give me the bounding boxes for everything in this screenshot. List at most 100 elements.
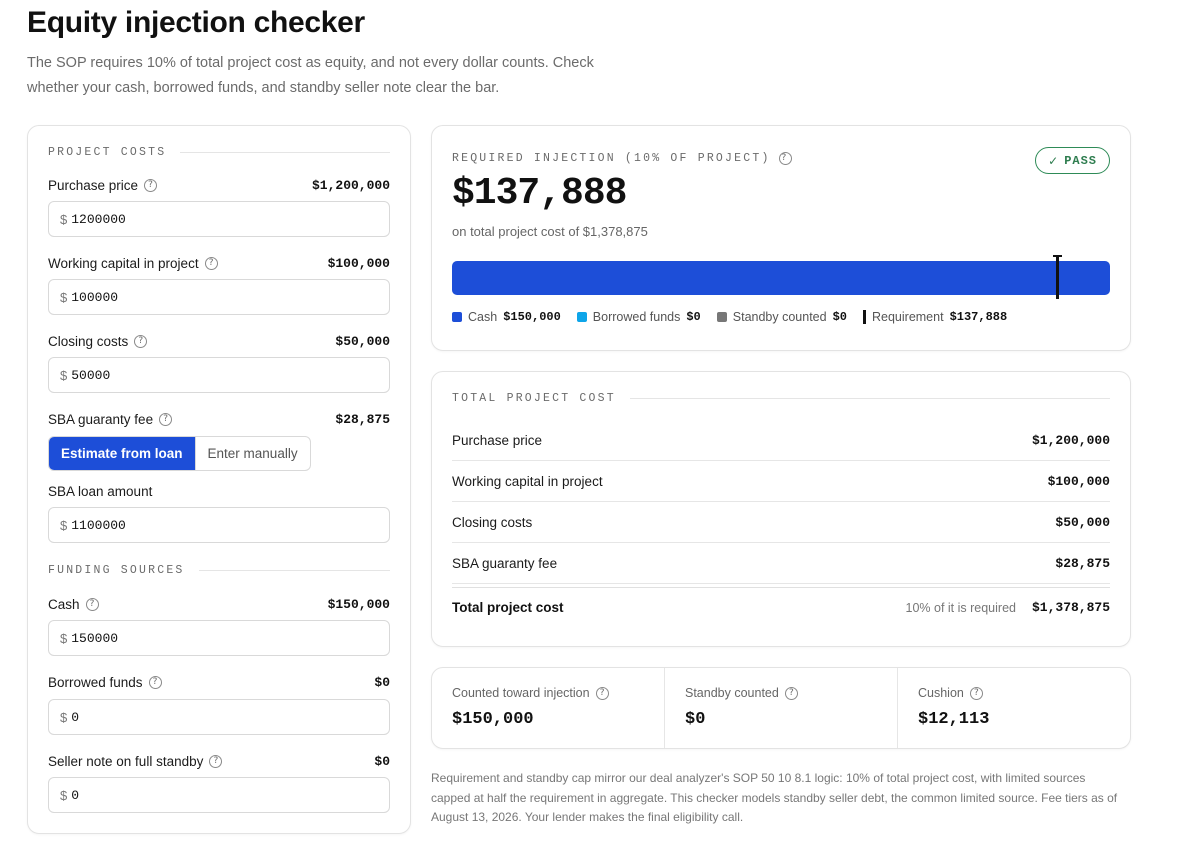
borrowed-funds-input[interactable]: $ 0 bbox=[48, 699, 390, 735]
currency-symbol: $ bbox=[60, 630, 68, 646]
cash-bar-segment bbox=[452, 261, 1110, 295]
guaranty-fee-value: $28,875 bbox=[335, 411, 390, 427]
loan-amount-input[interactable]: $ 1100000 bbox=[48, 507, 390, 543]
purchase-price-input-value: 1200000 bbox=[71, 211, 126, 227]
working-capital-label: Working capital in project bbox=[48, 255, 199, 271]
stat-cushion: Cushion ? $12,113 bbox=[897, 668, 1130, 748]
cash-label: Cash bbox=[48, 596, 80, 612]
loan-amount-input-value: 1100000 bbox=[71, 517, 126, 533]
enter-manually-option[interactable]: Enter manually bbox=[194, 437, 310, 470]
status-badge: ✓ PASS bbox=[1035, 147, 1110, 174]
seller-note-input[interactable]: $ 0 bbox=[48, 777, 390, 813]
loan-amount-row: SBA loan amount bbox=[48, 482, 390, 500]
help-icon[interactable]: ? bbox=[148, 675, 162, 689]
required-subtext: on total project cost of $1,378,875 bbox=[452, 224, 648, 239]
help-icon[interactable]: ? bbox=[159, 412, 173, 426]
bar-legend: Cash $150,000 Borrowed funds $0 Standby … bbox=[452, 310, 1007, 324]
cost-row-amount: $100,000 bbox=[1047, 473, 1110, 489]
status-text: PASS bbox=[1064, 153, 1097, 168]
disclaimer-text: Requirement and standby cap mirror our d… bbox=[431, 771, 1118, 824]
required-injection-label: REQUIRED INJECTION (10% OF PROJECT) bbox=[452, 152, 771, 165]
help-icon[interactable]: ? bbox=[784, 686, 798, 700]
currency-symbol: $ bbox=[60, 787, 68, 803]
cost-row-amount: $28,875 bbox=[1055, 555, 1110, 571]
total-cost-heading: TOTAL PROJECT COST bbox=[452, 392, 1110, 405]
help-icon[interactable]: ? bbox=[969, 686, 983, 700]
page-subtitle: The SOP requires 10% of total project co… bbox=[27, 55, 594, 96]
total-project-cost-panel: TOTAL PROJECT COST Purchase price $1,200… bbox=[431, 371, 1131, 647]
guaranty-fee-label: SBA guaranty fee bbox=[48, 411, 154, 427]
cost-row-label: Purchase price bbox=[452, 432, 543, 448]
cash-swatch bbox=[452, 312, 462, 322]
stat-label: Cushion bbox=[918, 686, 964, 700]
cost-row-amount: $50,000 bbox=[1055, 514, 1110, 530]
cost-row: Purchase price $1,200,000 bbox=[452, 420, 1110, 461]
purchase-price-input[interactable]: $ 1200000 bbox=[48, 201, 390, 237]
estimate-from-loan-option[interactable]: Estimate from loan bbox=[49, 437, 195, 470]
required-injection-heading: REQUIRED INJECTION (10% OF PROJECT) ? bbox=[452, 152, 792, 165]
cost-row: Closing costs $50,000 bbox=[452, 502, 1110, 543]
stat-value: $150,000 bbox=[452, 710, 534, 729]
help-icon[interactable]: ? bbox=[204, 256, 218, 270]
currency-symbol: $ bbox=[60, 289, 68, 305]
working-capital-input-value: 100000 bbox=[71, 289, 119, 305]
total-amount: $1,378,875 bbox=[1031, 600, 1110, 615]
closing-costs-value: $50,000 bbox=[335, 333, 390, 349]
cost-row-amount: $1,200,000 bbox=[1031, 432, 1110, 448]
help-icon[interactable]: ? bbox=[209, 754, 223, 768]
help-icon[interactable]: ? bbox=[85, 597, 99, 611]
closing-costs-input-value: 50000 bbox=[71, 367, 111, 383]
cash-input[interactable]: $ 150000 bbox=[48, 620, 390, 656]
guaranty-fee-row: SBA guaranty fee ? $28,875 bbox=[48, 410, 390, 428]
required-amount: $137,888 bbox=[452, 172, 627, 215]
borrowed-swatch bbox=[576, 312, 587, 322]
borrowed-funds-value: $0 bbox=[374, 674, 390, 690]
cash-input-value: 150000 bbox=[71, 630, 119, 646]
required-injection-panel: REQUIRED INJECTION (10% OF PROJECT) ? ✓ … bbox=[431, 125, 1131, 351]
help-icon[interactable]: ? bbox=[595, 686, 609, 700]
standby-swatch bbox=[716, 312, 727, 322]
check-icon: ✓ bbox=[1048, 153, 1060, 168]
funding-sources-heading: FUNDING SOURCES bbox=[48, 564, 390, 577]
legend-cash: Cash $150,000 bbox=[452, 310, 561, 324]
working-capital-input[interactable]: $ 100000 bbox=[48, 279, 390, 315]
working-capital-value: $100,000 bbox=[327, 255, 390, 271]
closing-costs-input[interactable]: $ 50000 bbox=[48, 357, 390, 393]
seller-note-label: Seller note on full standby bbox=[48, 753, 204, 769]
cost-row-label: SBA guaranty fee bbox=[452, 555, 558, 571]
stat-value: $0 bbox=[685, 710, 706, 729]
inputs-panel: PROJECT COSTS Purchase price ? $1,200,00… bbox=[27, 125, 411, 834]
currency-symbol: $ bbox=[60, 367, 68, 383]
summary-stats: Counted toward injection ? $150,000 Stan… bbox=[431, 667, 1131, 749]
borrowed-funds-label: Borrowed funds bbox=[48, 674, 143, 690]
project-costs-heading: PROJECT COSTS bbox=[48, 146, 390, 159]
purchase-price-row: Purchase price ? $1,200,000 bbox=[48, 176, 390, 194]
cost-row: SBA guaranty fee $28,875 bbox=[452, 543, 1110, 584]
help-icon[interactable]: ? bbox=[778, 152, 792, 165]
seller-note-input-value: 0 bbox=[71, 787, 80, 803]
cash-row: Cash ? $150,000 bbox=[48, 595, 390, 613]
borrowed-funds-input-value: 0 bbox=[71, 709, 80, 725]
cost-row-label: Closing costs bbox=[452, 514, 533, 530]
injection-progress-bar bbox=[452, 255, 1110, 299]
stat-label: Counted toward injection bbox=[452, 686, 590, 700]
total-note: 10% of it is required bbox=[905, 600, 1016, 615]
stat-label: Standby counted bbox=[685, 686, 779, 700]
working-capital-row: Working capital in project ? $100,000 bbox=[48, 254, 390, 272]
purchase-price-label: Purchase price bbox=[48, 177, 139, 193]
help-icon[interactable]: ? bbox=[134, 334, 148, 348]
currency-symbol: $ bbox=[60, 517, 68, 533]
closing-costs-row: Closing costs ? $50,000 bbox=[48, 332, 390, 350]
currency-symbol: $ bbox=[60, 211, 68, 227]
loan-amount-label: SBA loan amount bbox=[48, 483, 153, 499]
seller-note-row: Seller note on full standby ? $0 bbox=[48, 752, 390, 770]
borrowed-funds-row: Borrowed funds ? $0 bbox=[48, 673, 390, 691]
help-icon[interactable]: ? bbox=[144, 178, 158, 192]
stat-standby: Standby counted ? $0 bbox=[664, 668, 897, 748]
purchase-price-value: $1,200,000 bbox=[311, 177, 390, 193]
cost-row: Working capital in project $100,000 bbox=[452, 461, 1110, 502]
total-row: Total project cost 10% of it is required… bbox=[452, 587, 1110, 627]
cash-value: $150,000 bbox=[327, 596, 390, 612]
legend-standby: Standby counted $0 bbox=[716, 310, 847, 324]
currency-symbol: $ bbox=[60, 709, 68, 725]
